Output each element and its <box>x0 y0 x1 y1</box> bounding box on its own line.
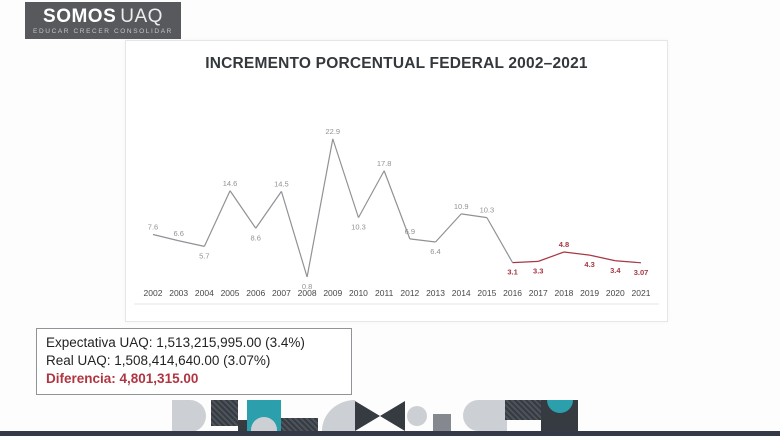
summary-box: Expectativa UAQ: 1,513,215,995.00 (3.4%)… <box>36 328 352 395</box>
svg-text:4.3: 4.3 <box>584 260 594 269</box>
svg-text:2017: 2017 <box>529 288 548 298</box>
summary-real: Real UAQ: 1,508,414,640.00 (3.07%) <box>46 353 271 368</box>
somos-uaq-logo: SOMOS UAQ EDUCAR CRECER CONSOLIDAR <box>25 2 181 39</box>
svg-text:14.6: 14.6 <box>223 179 238 188</box>
deco-triangle-left <box>380 401 405 431</box>
svg-text:6.4: 6.4 <box>430 247 440 256</box>
logo-somos-text: SOMOS <box>43 5 117 27</box>
deco-teal-dome-down <box>547 400 573 413</box>
svg-text:2015: 2015 <box>477 288 496 298</box>
svg-text:6.6: 6.6 <box>173 229 183 238</box>
deco-small-square-2 <box>433 414 451 431</box>
chart-panel: INCREMENTO PORCENTUAL FEDERAL 2002–2021 … <box>125 40 668 322</box>
svg-text:3.4: 3.4 <box>610 266 621 275</box>
svg-text:10.3: 10.3 <box>480 206 495 215</box>
svg-text:3.3: 3.3 <box>533 266 543 275</box>
svg-text:0.8: 0.8 <box>302 282 312 291</box>
bottom-bar <box>0 431 780 436</box>
svg-text:2013: 2013 <box>426 288 445 298</box>
svg-text:3.07: 3.07 <box>634 268 649 277</box>
svg-text:2006: 2006 <box>246 288 265 298</box>
deco-hatched-square-1 <box>211 400 238 426</box>
svg-text:8.6: 8.6 <box>251 233 261 242</box>
svg-text:2019: 2019 <box>580 288 599 298</box>
svg-text:2010: 2010 <box>349 288 368 298</box>
deco-triangle-right <box>355 401 380 431</box>
deco-circle <box>407 406 427 426</box>
svg-text:2020: 2020 <box>606 288 625 298</box>
deco-quarter-circle <box>322 400 355 431</box>
summary-expectativa: Expectativa UAQ: 1,513,215,995.00 (3.4%) <box>46 335 305 350</box>
svg-text:5.7: 5.7 <box>199 251 209 260</box>
svg-text:2007: 2007 <box>272 288 291 298</box>
svg-text:2009: 2009 <box>323 288 342 298</box>
deco-dome-up <box>251 417 277 431</box>
svg-text:2008: 2008 <box>298 288 317 298</box>
chart-title: INCREMENTO PORCENTUAL FEDERAL 2002–2021 <box>205 55 588 72</box>
svg-text:10.9: 10.9 <box>454 202 469 211</box>
svg-text:2016: 2016 <box>503 288 522 298</box>
svg-text:17.8: 17.8 <box>377 159 392 168</box>
svg-text:2005: 2005 <box>221 288 240 298</box>
svg-text:14.5: 14.5 <box>274 179 289 188</box>
svg-text:2003: 2003 <box>169 288 188 298</box>
svg-text:2014: 2014 <box>452 288 471 298</box>
svg-text:2002: 2002 <box>144 288 163 298</box>
deco-hatched-rect-bottom <box>281 418 318 431</box>
svg-text:2004: 2004 <box>195 288 214 298</box>
svg-text:3.1: 3.1 <box>507 268 517 277</box>
svg-text:2012: 2012 <box>400 288 419 298</box>
logo-tagline: EDUCAR CRECER CONSOLIDAR <box>33 27 173 35</box>
svg-text:7.6: 7.6 <box>148 223 158 232</box>
svg-text:4.8: 4.8 <box>559 240 569 249</box>
svg-text:2011: 2011 <box>375 288 394 298</box>
svg-text:2018: 2018 <box>554 288 573 298</box>
deco-capsule-right <box>172 400 206 432</box>
svg-text:6.9: 6.9 <box>405 227 415 236</box>
logo-uaq-text: UAQ <box>120 5 163 27</box>
logo-brand: SOMOS UAQ <box>43 5 163 27</box>
svg-text:2021: 2021 <box>632 288 651 298</box>
summary-diferencia: Diferencia: 4,801,315.00 <box>46 371 199 386</box>
chart-svg: 7.6 6.6 5.7 14.6 8.6 14.5 0.8 22.9 10.3 17.8 6.9 6.… <box>134 127 659 305</box>
svg-text:22.9: 22.9 <box>325 127 340 136</box>
deco-capsule-left <box>463 400 507 431</box>
deco-hatched-square-2 <box>505 400 542 420</box>
deco-small-square-1 <box>238 420 253 431</box>
svg-text:10.3: 10.3 <box>351 223 366 232</box>
